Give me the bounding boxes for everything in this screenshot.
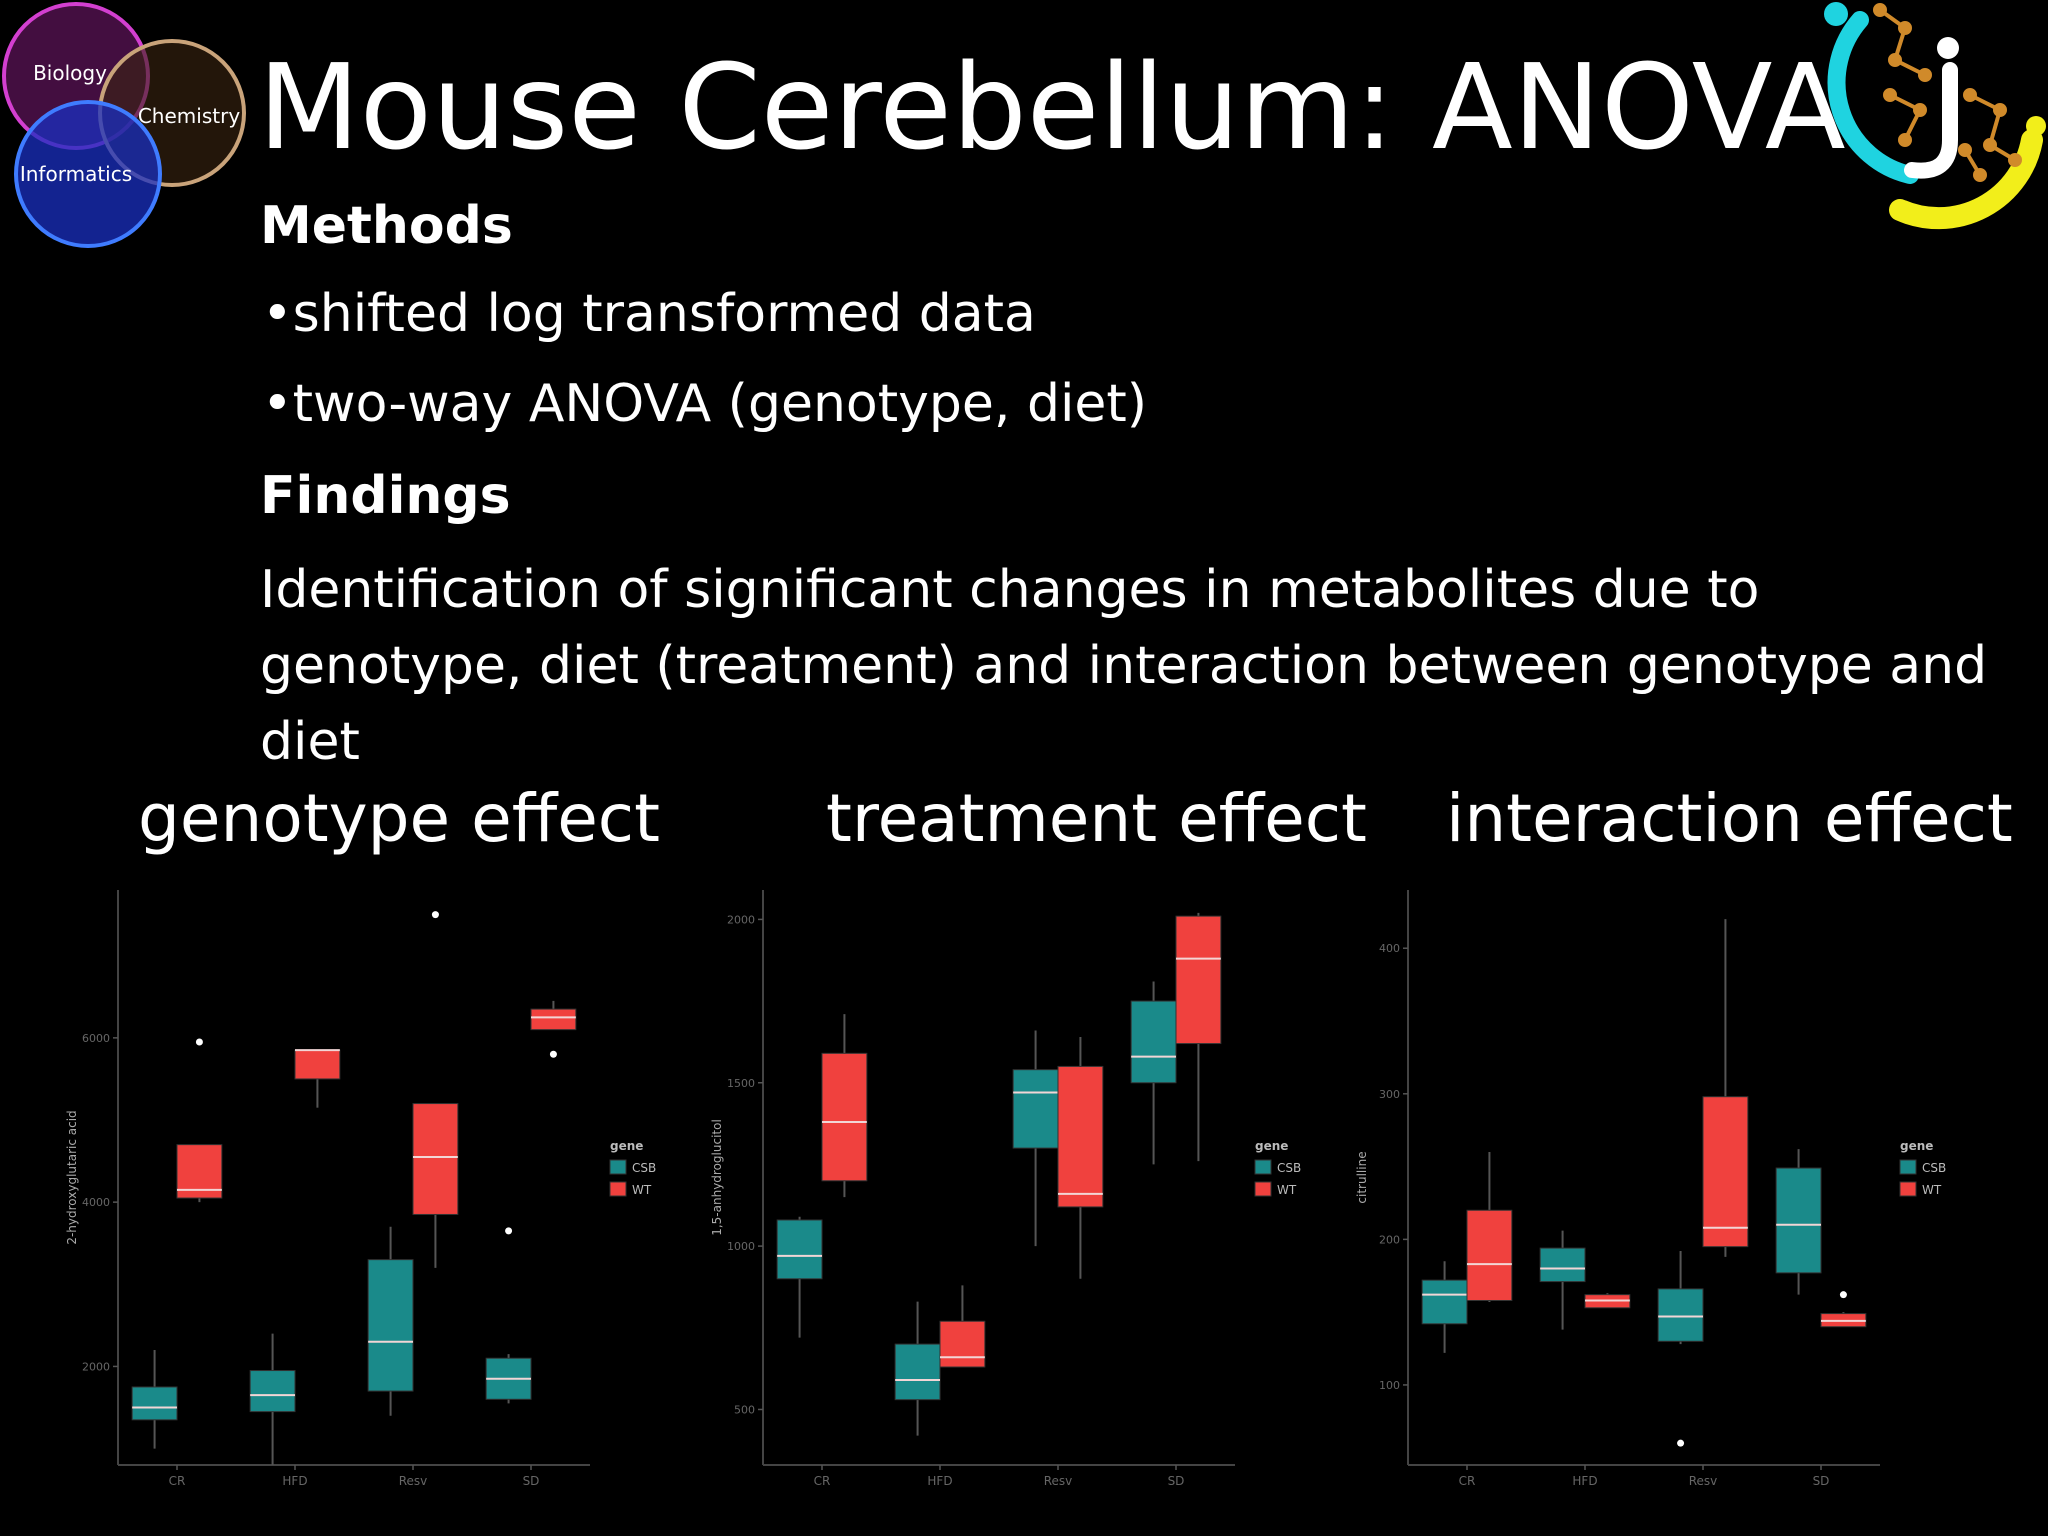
venn-logo: Biology Chemistry Informatics <box>2 2 246 248</box>
findings-text: Identification of significant changes in… <box>260 560 1988 772</box>
y-tick-label: 300 <box>1379 1088 1400 1101</box>
outlier-point <box>505 1227 513 1235</box>
molecule-logo-icon <box>1824 2 2046 230</box>
legend-swatch-csb <box>609 1159 627 1175</box>
x-tick-label: CR <box>169 1474 186 1488</box>
legend-title: gene <box>610 1139 643 1153</box>
x-tick-label: HFD <box>1572 1474 1597 1488</box>
box-csb <box>367 1259 414 1392</box>
outlier-point <box>549 1050 557 1058</box>
chart-genotype-effect: 2000 4000 6000 2-hydroxyglutaric acid CR HFD R… <box>65 890 656 1488</box>
y-axis-label: 2-hydroxyglutaric acid <box>65 1110 79 1244</box>
x-tick-label: Resv <box>1689 1474 1718 1488</box>
box-wt <box>294 1049 341 1080</box>
venn-label-biology: Biology <box>33 61 107 85</box>
box-wt <box>530 1008 577 1031</box>
box-csb <box>776 1219 823 1280</box>
methods-heading: Methods <box>260 196 513 256</box>
venn-label-informatics: Informatics <box>20 162 132 186</box>
box-csb <box>1775 1167 1822 1274</box>
methods-bullet-1: •shifted log transformed data <box>262 284 1036 344</box>
legend-label: WT <box>632 1183 652 1197</box>
legend-label: CSB <box>632 1161 656 1175</box>
legend-title: gene <box>1255 1139 1288 1153</box>
x-tick-label: HFD <box>282 1474 307 1488</box>
y-tick-label: 1500 <box>727 1077 755 1090</box>
informatics-circle <box>14 100 162 248</box>
box-csb <box>1657 1288 1704 1342</box>
outlier-point <box>1839 1291 1847 1299</box>
panel-title-treatment: treatment effect <box>826 780 1367 857</box>
legend-swatch-csb <box>1899 1159 1917 1175</box>
legend-title: gene <box>1900 1139 1933 1153</box>
slide-title: Mouse Cerebellum: ANOVA <box>258 38 1846 176</box>
box-csb <box>1130 1000 1177 1084</box>
box-csb <box>894 1343 941 1401</box>
box-csb <box>1421 1279 1468 1325</box>
y-tick-label: 4000 <box>82 1196 110 1209</box>
x-tick-label: CR <box>814 1474 831 1488</box>
box-wt <box>1057 1065 1104 1208</box>
box-csb <box>249 1370 296 1413</box>
outlier-point <box>431 911 439 919</box>
y-tick-label: 2000 <box>82 1360 110 1373</box>
y-tick-label: 100 <box>1379 1379 1400 1392</box>
y-axis-label: citrulline <box>1355 1151 1369 1203</box>
y-tick-label: 2000 <box>727 913 755 926</box>
x-tick-label: CR <box>1459 1474 1476 1488</box>
findings-heading: Findings <box>260 466 511 526</box>
box-csb <box>131 1386 178 1421</box>
box-csb <box>1539 1247 1586 1283</box>
venn-label-chemistry: Chemistry <box>138 104 240 128</box>
legend-swatch-wt <box>609 1181 627 1197</box>
legend-swatch-wt <box>1899 1181 1917 1197</box>
box-wt <box>821 1052 868 1182</box>
x-tick-label: SD <box>523 1474 540 1488</box>
box-wt <box>1466 1209 1513 1302</box>
x-tick-label: Resv <box>399 1474 428 1488</box>
x-tick-label: SD <box>1168 1474 1185 1488</box>
methods-bullet-2: •two-way ANOVA (genotype, diet) <box>262 374 1148 434</box>
y-tick-label: 6000 <box>82 1032 110 1045</box>
box-wt <box>1702 1096 1749 1248</box>
y-tick-label: 400 <box>1379 942 1400 955</box>
chart-treatment-effect: 500 1000 1500 2000 1,5-anhydroglucitol CR HFD R… <box>710 890 1301 1488</box>
box-wt <box>1175 915 1222 1045</box>
legend-label: CSB <box>1277 1161 1301 1175</box>
chart-interaction-effect: 100 200 300 400 citrulline CR HFD Resv SD gene CSB… <box>1355 890 1946 1488</box>
box-csb <box>1012 1069 1059 1149</box>
box-wt <box>939 1320 986 1368</box>
y-axis-label: 1,5-anhydroglucitol <box>710 1119 724 1236</box>
y-tick-label: 1000 <box>727 1240 755 1253</box>
legend-label: WT <box>1277 1183 1297 1197</box>
outlier-point <box>195 1038 203 1046</box>
outlier-point <box>1677 1439 1685 1447</box>
panel-title-genotype: genotype effect <box>138 780 660 857</box>
panel-title-interaction: interaction effect <box>1446 780 2013 857</box>
legend-swatch-wt <box>1254 1181 1272 1197</box>
legend-label: CSB <box>1922 1161 1946 1175</box>
box-wt <box>412 1103 459 1215</box>
x-tick-label: SD <box>1813 1474 1830 1488</box>
x-tick-label: HFD <box>927 1474 952 1488</box>
legend-swatch-csb <box>1254 1159 1272 1175</box>
y-tick-label: 500 <box>734 1403 755 1416</box>
y-tick-label: 200 <box>1379 1233 1400 1246</box>
legend-label: WT <box>1922 1183 1942 1197</box>
x-tick-label: Resv <box>1044 1474 1073 1488</box>
